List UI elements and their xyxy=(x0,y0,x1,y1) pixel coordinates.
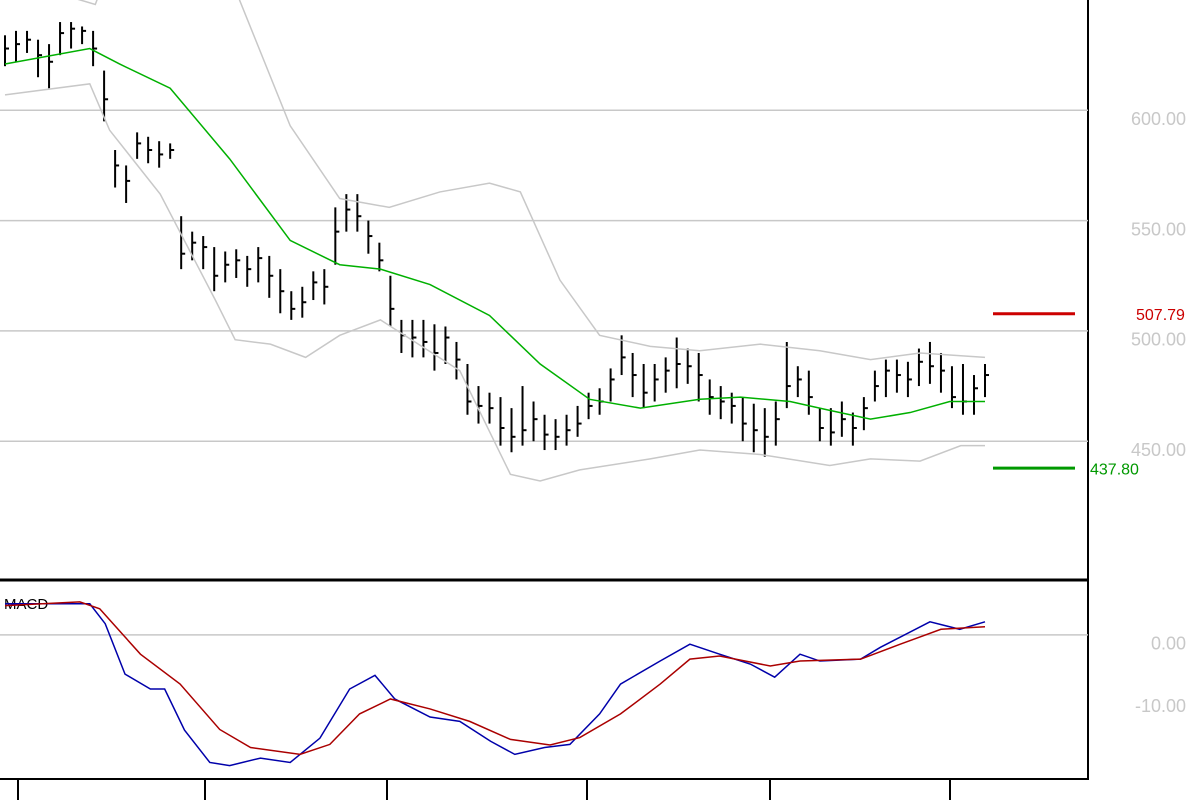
macd-line xyxy=(4,601,986,756)
y-tick-label: 0.00 xyxy=(1151,634,1186,654)
macd-line xyxy=(5,603,986,767)
level-label: 507.79 xyxy=(1136,307,1185,324)
x-ticks xyxy=(17,779,951,800)
y-tick-label: -10.00 xyxy=(1135,696,1186,716)
y-tick-label: 550.00 xyxy=(1131,219,1186,239)
plot-area xyxy=(4,0,989,482)
y-tick-label: 600.00 xyxy=(1131,109,1186,129)
indicator-line xyxy=(4,83,985,482)
indicator-line xyxy=(4,47,985,420)
y-tick-label: 500.00 xyxy=(1131,330,1186,350)
level-label: 437.80 xyxy=(1090,461,1139,478)
plot-area xyxy=(4,601,986,767)
y-tick-label: 450.00 xyxy=(1131,440,1186,460)
indicator-line xyxy=(77,0,986,361)
